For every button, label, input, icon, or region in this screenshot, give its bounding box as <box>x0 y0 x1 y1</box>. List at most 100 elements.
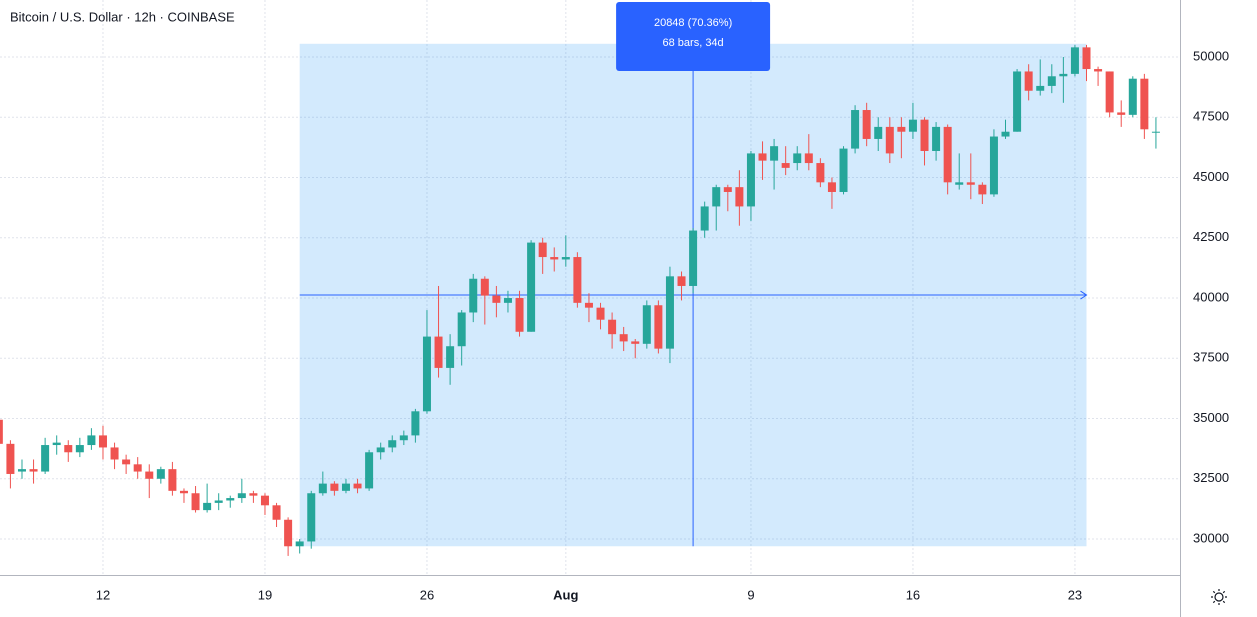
candle-body <box>122 459 131 465</box>
grid <box>0 0 1180 575</box>
candle-body <box>1013 71 1022 132</box>
measure-tool <box>299 43 1088 547</box>
candle-body <box>746 153 755 207</box>
candle-body <box>1151 131 1160 133</box>
measure-label: 20848 (70.36%) <box>654 17 732 29</box>
candle-body <box>561 257 570 260</box>
sun-rays <box>1211 589 1227 605</box>
candle-body <box>1140 78 1149 130</box>
candle-body <box>966 182 975 185</box>
candle-body <box>1001 131 1010 137</box>
candle-body <box>469 278 478 313</box>
candle-body <box>1082 47 1091 70</box>
candle-body <box>538 242 547 258</box>
candle-body <box>793 153 802 164</box>
candle-body <box>1117 112 1126 115</box>
candle-body <box>839 148 848 192</box>
candle-body <box>723 187 732 192</box>
y-tick-label: 50000 <box>1193 48 1229 63</box>
candle-body <box>249 493 258 496</box>
candle-body <box>851 110 860 149</box>
settings-icon[interactable] <box>1211 589 1227 605</box>
candle-body <box>758 153 767 161</box>
candle-body <box>804 153 813 164</box>
candle-body <box>318 483 327 494</box>
candle-body <box>700 206 709 231</box>
candle-body <box>989 136 998 195</box>
candle-body <box>735 187 744 207</box>
candles <box>0 44 1160 556</box>
candle-body <box>550 257 559 260</box>
measure-sublabel: 68 bars, 34d <box>663 37 724 49</box>
candle-body <box>862 110 871 139</box>
candle-body <box>712 187 721 207</box>
y-tick-label: 45000 <box>1193 169 1229 184</box>
candle-body <box>341 483 350 491</box>
candle-body <box>515 298 524 332</box>
candle-body <box>75 445 84 453</box>
y-tick-label: 30000 <box>1193 530 1229 545</box>
candle-body <box>295 541 304 547</box>
candle-body <box>52 442 61 446</box>
candle-body <box>98 435 107 448</box>
candle-body <box>87 435 96 446</box>
candle-body <box>978 184 987 195</box>
x-tick-label: 19 <box>258 587 272 602</box>
candle-body <box>365 452 374 489</box>
candle-body <box>827 182 836 192</box>
candle-body <box>480 278 489 296</box>
y-tick-label: 37500 <box>1193 350 1229 365</box>
axes: 30000 32500 35000 37500 40000 42500 45000 47500… <box>96 48 1229 602</box>
candle-body <box>330 483 339 491</box>
candle-body <box>226 498 235 501</box>
candle-body <box>885 126 894 154</box>
candle-body <box>584 302 593 308</box>
measure-label-box <box>616 2 771 71</box>
candle-body <box>503 298 512 303</box>
candle-body <box>654 305 663 349</box>
candle-body <box>689 230 698 286</box>
x-tick-label: 9 <box>747 587 754 602</box>
candle-body <box>422 336 431 412</box>
candle-body <box>110 447 119 460</box>
candle-body <box>272 505 281 520</box>
candle-body <box>156 469 165 479</box>
candle-body <box>619 334 628 342</box>
candle-body <box>908 119 917 132</box>
candle-body <box>284 519 293 547</box>
candle-body <box>1036 85 1045 91</box>
y-tick-label: 47500 <box>1193 109 1229 124</box>
candle-body <box>874 126 883 139</box>
candle-body <box>1105 71 1114 113</box>
candle-body <box>608 319 617 335</box>
candle-body <box>353 483 362 489</box>
measure-arrow <box>1080 290 1088 300</box>
candle-body <box>434 336 443 368</box>
x-tick-label: 16 <box>906 587 920 602</box>
candle-body <box>955 182 964 185</box>
candle-body <box>307 493 316 542</box>
candle-body <box>816 163 825 183</box>
candle-body <box>1094 69 1103 72</box>
candle-body <box>897 126 906 132</box>
candle-body <box>920 119 929 151</box>
y-tick-label: 42500 <box>1193 229 1229 244</box>
candle-body <box>527 242 536 332</box>
x-tick-label: 23 <box>1068 587 1082 602</box>
candle-body <box>145 471 154 479</box>
candle-body <box>214 500 223 503</box>
chart-title: Bitcoin / U.S. Dollar · 12h · COINBASE <box>10 9 235 24</box>
candle-body <box>1059 73 1068 77</box>
candle-body <box>17 469 26 472</box>
candle-body <box>203 502 212 511</box>
candle-body <box>492 295 501 303</box>
y-tick-label: 35000 <box>1193 410 1229 425</box>
candle-body <box>168 469 177 491</box>
candle-body <box>932 126 941 151</box>
candle-body <box>1024 71 1033 91</box>
candle-body <box>29 469 38 472</box>
candle-body <box>64 445 73 453</box>
candle-body <box>943 126 952 183</box>
candle-body <box>388 440 397 448</box>
x-tick-label: Aug <box>553 587 578 602</box>
